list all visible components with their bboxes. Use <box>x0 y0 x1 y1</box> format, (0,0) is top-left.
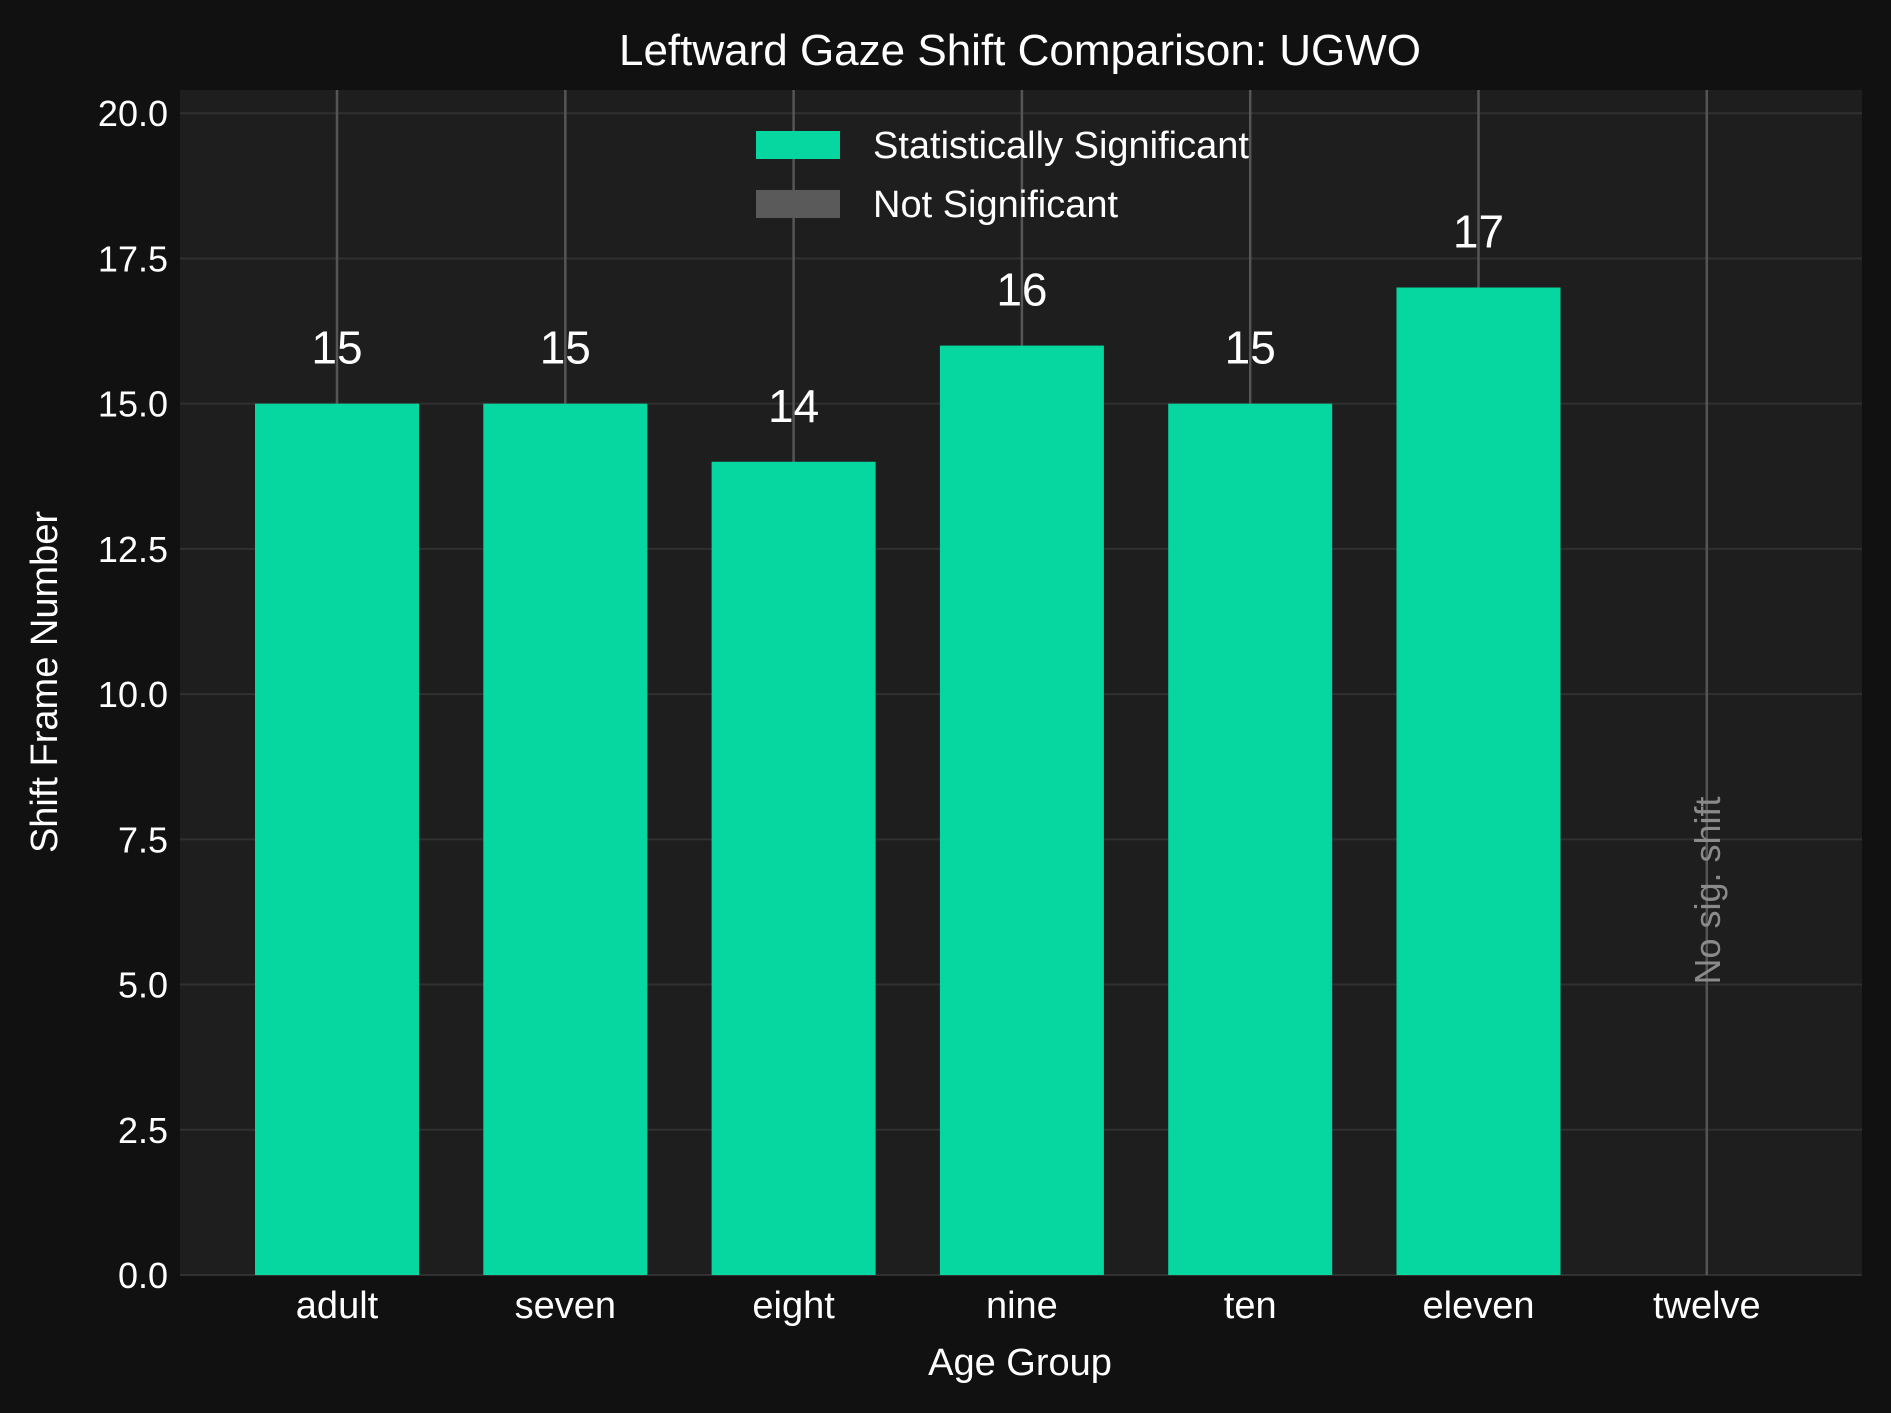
x-tick-label-adult: adult <box>296 1285 379 1327</box>
bar-eleven <box>1396 287 1561 1275</box>
y-axis-label: Shift Frame Number <box>24 511 66 853</box>
y-tick-label: 17.5 <box>98 238 168 279</box>
value-label-eleven: 17 <box>1453 206 1504 258</box>
x-tick-label-nine: nine <box>986 1285 1058 1327</box>
legend: Statistically Significant Not Significan… <box>756 125 1249 226</box>
value-label-ten: 15 <box>1225 322 1276 374</box>
bar-nine <box>939 345 1104 1275</box>
y-tick-label: 2.5 <box>118 1110 168 1151</box>
legend-swatch-not-significant <box>756 190 840 218</box>
bars <box>255 287 1561 1275</box>
bar-ten <box>1168 403 1333 1275</box>
y-tick-label: 7.5 <box>118 819 168 860</box>
bar-adult <box>255 403 419 1275</box>
x-axis-label: Age Group <box>928 1342 1112 1384</box>
value-labels: 15 15 14 16 15 17 No sig. shift <box>311 206 1727 985</box>
x-tick-label-twelve: twelve <box>1653 1285 1761 1327</box>
x-tick-label-ten: ten <box>1224 1285 1277 1327</box>
x-axis-ticks: adult seven eight nine ten eleven twelve <box>296 1285 1761 1327</box>
value-label-seven: 15 <box>540 322 591 374</box>
legend-label-significant: Statistically Significant <box>873 125 1249 167</box>
y-tick-label: 20.0 <box>98 93 168 134</box>
value-label-eight: 14 <box>768 380 819 432</box>
y-axis-ticks: 0.0 2.5 5.0 7.5 10.0 12.5 15.0 17.5 20.0 <box>98 93 168 1296</box>
x-tick-label-eight: eight <box>752 1285 835 1327</box>
y-tick-label: 15.0 <box>98 384 168 425</box>
x-tick-label-seven: seven <box>515 1285 616 1327</box>
bar-eight <box>711 461 876 1275</box>
value-label-nine: 16 <box>996 264 1047 316</box>
legend-swatch-significant <box>756 131 840 159</box>
y-tick-label: 10.0 <box>98 674 168 715</box>
bar-seven <box>483 403 648 1275</box>
legend-label-not-significant: Not Significant <box>873 184 1118 226</box>
y-tick-label: 12.5 <box>98 529 168 570</box>
y-tick-label: 0.0 <box>118 1255 168 1296</box>
annotation-no-sig-shift: No sig. shift <box>1687 796 1728 984</box>
value-label-adult: 15 <box>311 322 362 374</box>
chart-title: Leftward Gaze Shift Comparison: UGWO <box>619 26 1421 75</box>
y-tick-label: 5.0 <box>118 965 168 1006</box>
x-tick-label-eleven: eleven <box>1423 1285 1535 1327</box>
